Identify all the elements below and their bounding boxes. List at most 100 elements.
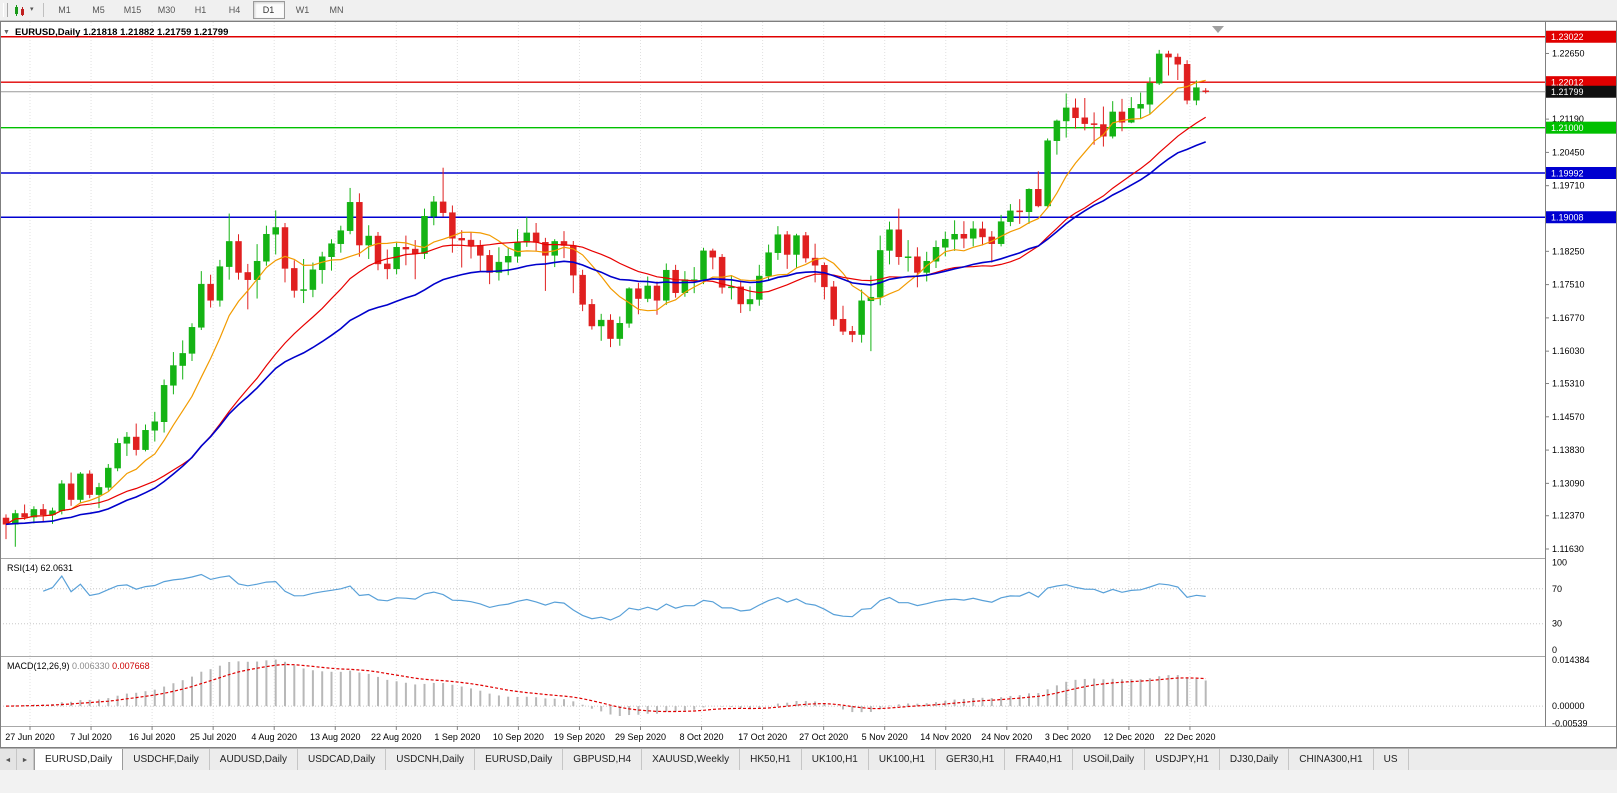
- candlestick-series: [2, 49, 1209, 547]
- price-tick-label: 1.14570: [1552, 412, 1585, 422]
- date-tick-label: 8 Oct 2020: [680, 732, 724, 742]
- date-tick-label: 24 Nov 2020: [981, 732, 1032, 742]
- chart-tab-china300-h1[interactable]: CHINA300,H1: [1289, 749, 1374, 771]
- price-tick-label: 1.11630: [1552, 544, 1584, 554]
- date-tick-label: 25 Jul 2020: [190, 732, 237, 742]
- date-tick-label: 27 Jun 2020: [5, 732, 55, 742]
- ma-fast-line: [5, 79, 1206, 525]
- date-tick-label: 19 Sep 2020: [554, 732, 605, 742]
- timeframe-button-m1[interactable]: M1: [58, 5, 71, 15]
- chart-shift-marker-icon: [1212, 26, 1224, 33]
- date-tick-label: 7 Jul 2020: [70, 732, 112, 742]
- rsi-line: [42, 573, 1206, 621]
- chart-tab-eurusd-daily[interactable]: EURUSD,Daily: [34, 749, 124, 771]
- chart-tab-fra40-h1[interactable]: FRA40,H1: [1005, 749, 1074, 771]
- chart-tab-usdcnh-daily[interactable]: USDCNH,Daily: [386, 749, 476, 771]
- chart-window: 1.22650 1.21190 1.20450 1.19710 1.18250 1.175…: [0, 21, 1617, 748]
- chart-tab-dj30-daily[interactable]: DJ30,Daily: [1219, 749, 1290, 771]
- price-tick-label: 1.20450: [1552, 147, 1585, 157]
- timeframe-buttons: M1 M5 M15 M30 H1 H4 D1 W1 MN: [49, 1, 355, 19]
- chart-tab-bar: ◄ ► EURUSD,Daily USDCHF,Daily AUDUSD,Daily…: [0, 748, 1617, 771]
- price-tick-label: 1.13830: [1552, 445, 1585, 455]
- price-tick-label: 1.21190: [1552, 114, 1584, 124]
- chart-plot-area[interactable]: 1.22650 1.21190 1.20450 1.19710 1.18250 1.175…: [0, 21, 1617, 748]
- chart-window-border: [0, 21, 1617, 748]
- date-tick-label: 4 Aug 2020: [251, 732, 297, 742]
- hline-price-label: 1.21000: [1551, 123, 1584, 133]
- ma-slow-line: [5, 141, 1206, 526]
- horizontal-lines: [0, 36, 1545, 218]
- date-tick-label: 29 Sep 2020: [615, 732, 666, 742]
- chart-tab-usdjpy-h1[interactable]: USDJPY,H1: [1145, 749, 1220, 771]
- timeframe-button-h1[interactable]: H1: [194, 5, 207, 15]
- date-tick-label: 17 Oct 2020: [738, 732, 787, 742]
- chart-type-icon[interactable]: [12, 3, 28, 17]
- date-tick-label: 5 Nov 2020: [862, 732, 908, 742]
- chart-tab-xauusd-weekly[interactable]: XAUUSD,Weekly: [642, 749, 741, 771]
- timeframe-button-m5[interactable]: M5: [92, 5, 105, 15]
- chart-tab-eurusd-daily[interactable]: EURUSD,Daily: [475, 749, 564, 771]
- tab-scroll-right-icon[interactable]: ►: [17, 749, 34, 771]
- hline-price-label: 1.22012: [1551, 78, 1584, 88]
- price-tick-label: 1.22650: [1552, 48, 1585, 58]
- status-strip: [0, 770, 1617, 793]
- date-tick-label: 16 Jul 2020: [129, 732, 176, 742]
- price-tick-label: 1.18250: [1552, 246, 1585, 256]
- date-tick-label: 1 Sep 2020: [434, 732, 480, 742]
- rsi-axis-label: 100: [1552, 558, 1567, 568]
- timeframe-button-m30[interactable]: M30: [157, 5, 176, 15]
- indicator-axis-labels: 100 70 30 00.014384 0.00000 -0.00539: [1552, 558, 1590, 729]
- timeframe-button-w1[interactable]: W1: [295, 5, 310, 15]
- date-tick-label: 27 Oct 2020: [799, 732, 848, 742]
- macd-axis-label: 0.014384: [1552, 655, 1590, 665]
- price-axis-background: [1546, 21, 1617, 726]
- date-tick-label: 3 Dec 2020: [1045, 732, 1091, 742]
- price-axis[interactable]: 1.22650 1.21190 1.20450 1.19710 1.18250 1.175…: [1545, 48, 1585, 554]
- date-tick-label: 14 Nov 2020: [920, 732, 971, 742]
- chart-tab-hk50-h1[interactable]: HK50,H1: [740, 749, 802, 771]
- price-line-labels: 1.23022 1.22012 1.21000 1.19992 1.19008 1.217…: [1546, 30, 1616, 224]
- price-tick-label: 1.13090: [1552, 478, 1585, 488]
- date-tick-label: 22 Aug 2020: [371, 732, 422, 742]
- chart-grid: [29, 22, 1191, 726]
- price-tick-label: 1.17510: [1552, 280, 1585, 290]
- tab-scroll-left-icon[interactable]: ◄: [0, 749, 17, 771]
- chart-tab-us[interactable]: US: [1373, 749, 1409, 771]
- chart-type-dropdown-caret-icon[interactable]: ▾: [30, 6, 34, 13]
- chart-tab-list: EURUSD,Daily USDCHF,Daily AUDUSD,Daily USDC…: [34, 749, 1409, 771]
- chart-tab-uk100-h1[interactable]: UK100,H1: [801, 749, 869, 771]
- chart-tab-ger30-h1[interactable]: GER30,H1: [936, 749, 1006, 771]
- toolbar-separator: [42, 3, 44, 17]
- rsi-axis-label: 70: [1552, 584, 1562, 594]
- timeframe-button-h4[interactable]: H4: [228, 5, 241, 15]
- price-tick-label: 1.12370: [1552, 511, 1585, 521]
- macd-axis-label: -0.00539: [1552, 718, 1588, 728]
- rsi-level-lines: [0, 588, 1545, 625]
- price-tick-label: 1.16770: [1552, 313, 1585, 323]
- chart-tab-uk100-h1[interactable]: UK100,H1: [868, 749, 937, 771]
- price-tick-label: 1.15310: [1552, 379, 1585, 389]
- chart-tab-audusd-daily[interactable]: AUDUSD,Daily: [209, 749, 299, 771]
- chart-tab-usoil-daily[interactable]: USOil,Daily: [1073, 749, 1146, 771]
- time-axis[interactable]: 27 Jun 2020 7 Jul 2020 16 Jul 2020 25 Jul 2…: [5, 726, 1215, 742]
- date-tick-label: 12 Dec 2020: [1103, 732, 1154, 742]
- chart-tab-usdchf-daily[interactable]: USDCHF,Daily: [123, 749, 210, 771]
- date-tick-label: 22 Dec 2020: [1164, 732, 1215, 742]
- chart-tab-gbpusd-h4[interactable]: GBPUSD,H4: [563, 749, 643, 771]
- rsi-axis-label: 30: [1552, 619, 1562, 629]
- hline-price-label: 1.23022: [1551, 32, 1584, 42]
- timeframe-button-m15[interactable]: M15: [123, 5, 142, 15]
- chart-tab-usdcad-daily[interactable]: USDCAD,Daily: [298, 749, 387, 771]
- toolbar-grip-handle[interactable]: [3, 3, 8, 17]
- macd-axis-label: 0.00000: [1552, 701, 1585, 711]
- price-tick-label: 1.16030: [1552, 346, 1585, 356]
- current-price-label: 1.21799: [1551, 87, 1584, 97]
- macd-signal-line: [5, 663, 1206, 713]
- hline-price-label: 1.19008: [1551, 213, 1584, 223]
- price-tick-label: 1.19710: [1552, 181, 1585, 191]
- timeframe-button-mn[interactable]: MN: [329, 5, 344, 15]
- date-tick-label: 10 Sep 2020: [493, 732, 544, 742]
- timeframe-button-d1[interactable]: D1: [252, 1, 285, 19]
- rsi-axis-label: 0: [1552, 645, 1557, 655]
